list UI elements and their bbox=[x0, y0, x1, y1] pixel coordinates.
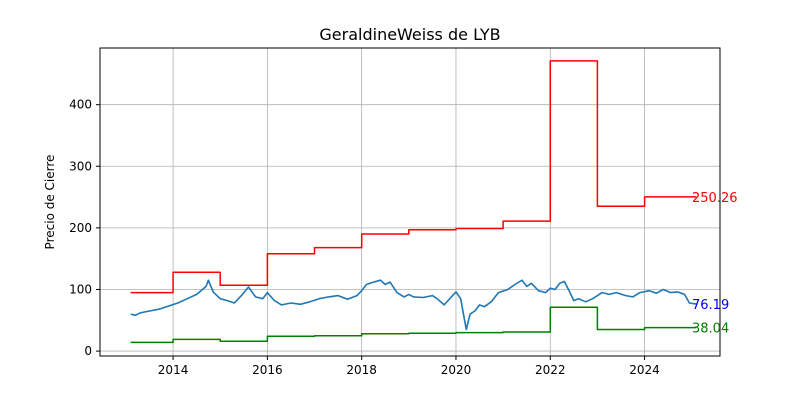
x-axis: 2014 2016 2018 2020 2022 2024 bbox=[158, 356, 660, 377]
y-tick-label: 200 bbox=[69, 221, 92, 235]
x-tick-label: 2022 bbox=[535, 363, 566, 377]
x-tick-label: 2020 bbox=[441, 363, 472, 377]
price-end-label: 76.19 bbox=[692, 298, 729, 313]
lower-end-label: 38.04 bbox=[692, 322, 729, 337]
y-tick-label: 100 bbox=[69, 282, 92, 296]
x-tick-label: 2024 bbox=[629, 363, 660, 377]
upper-series-line bbox=[130, 60, 697, 294]
x-tick-label: 2014 bbox=[158, 363, 189, 377]
chart-title: GeraldineWeiss de LYB bbox=[319, 25, 500, 44]
y-tick-label: 300 bbox=[69, 159, 92, 173]
end-labels: 250.26 76.19 38.04 bbox=[692, 191, 738, 337]
price-series-line bbox=[130, 279, 697, 331]
y-axis: 0 100 200 300 400 bbox=[69, 98, 100, 358]
plot-area-frame bbox=[99, 47, 721, 357]
y-tick-label: 400 bbox=[69, 98, 92, 112]
grid bbox=[100, 48, 720, 356]
x-tick-label: 2018 bbox=[346, 363, 377, 377]
y-axis-label: Precio de Cierre bbox=[43, 155, 57, 250]
upper-end-label: 250.26 bbox=[692, 191, 738, 206]
x-tick-label: 2016 bbox=[252, 363, 283, 377]
lower-series-line bbox=[130, 306, 697, 344]
series-layer bbox=[130, 60, 697, 344]
y-tick-label: 0 bbox=[84, 344, 92, 358]
